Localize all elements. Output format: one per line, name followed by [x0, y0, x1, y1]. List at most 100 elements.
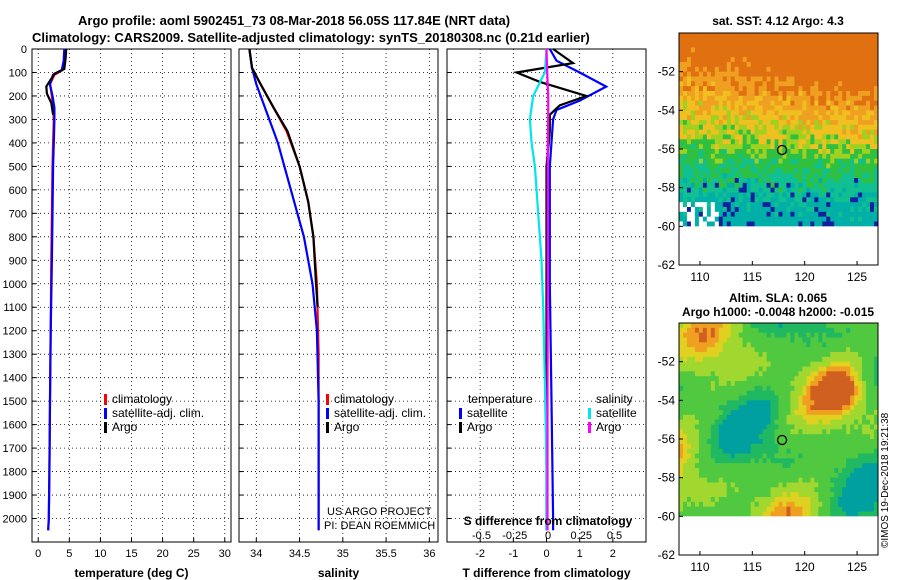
y-tick-label: 0: [21, 44, 27, 56]
argo-position-marker: [776, 144, 788, 156]
map-x-tick-label: 110: [690, 270, 709, 284]
map-y-tick-label: -54: [658, 393, 676, 407]
argo-position-marker: [776, 434, 788, 446]
sla-map-subtitle: Argo h1000: -0.0048 h2000: -0.015: [682, 305, 874, 319]
map-x-tick-label: 125: [847, 270, 867, 284]
x-tick-label: 25: [188, 548, 200, 560]
x-tick-label: 1: [577, 548, 583, 560]
map-y-tick-label: -62: [658, 548, 676, 562]
y-tick-label: 1200: [3, 326, 27, 338]
legend-swatch: [588, 408, 591, 419]
y-tick-label: 1900: [3, 490, 27, 502]
legend-swatch: [104, 408, 107, 419]
legend-label: satellite-adj. clim.: [112, 406, 204, 420]
sst-map-title: sat. SST: 4.12 Argo: 4.3: [712, 14, 844, 28]
map-y-tick-label: -58: [658, 181, 676, 195]
map-y-tick-label: -56: [658, 142, 676, 156]
y-tick-label: 300: [9, 114, 27, 126]
legend-swatch: [588, 422, 591, 433]
y-tick-label: 500: [9, 161, 27, 173]
sla-map: 110 115 120 125 -62 -60 -58 -56 -54 -52 Altim. SLA…: [658, 291, 879, 574]
x-tick-label: 34: [250, 548, 262, 560]
series-line-argo: [248, 48, 319, 308]
map-y-tick-label: -52: [658, 65, 676, 79]
y-tick-label: 600: [9, 185, 27, 197]
y-tick-label: 200: [9, 91, 27, 103]
map-y-tick-label: -62: [658, 258, 676, 272]
legend-title-salinity: salinity: [596, 392, 633, 406]
legend-swatch: [326, 408, 329, 419]
y-tick-label: 400: [9, 138, 27, 150]
x-tick-label: 20: [156, 548, 168, 560]
salinity-profile-chart: 34 34.5 35 35.5 36 salinity climatologysatelli…: [238, 48, 439, 580]
top-axis-tick-label: 0: [545, 530, 551, 542]
map-x-tick-label: 115: [743, 560, 762, 574]
project-note-line-2: PI: DEAN ROEMMICH: [324, 520, 436, 532]
map-x-tick-label: 115: [743, 270, 762, 284]
y-tick-label: 1100: [3, 302, 27, 314]
legend-label: Argo: [467, 420, 493, 434]
x-tick-label: 35: [337, 548, 349, 560]
legend-label: Argo: [334, 420, 360, 434]
x-axis-label: T difference from climatology: [462, 566, 630, 580]
x-tick-label: 5: [66, 548, 72, 560]
title-line-1: Argo profile: aoml 5902451_73 08-Mar-201…: [78, 13, 511, 28]
legend-label: satellite-adj. clim.: [334, 406, 426, 420]
y-tick-label: 700: [9, 208, 27, 220]
project-note-line-1: US ARGO PROJECT: [327, 506, 432, 518]
map-y-tick-label: -52: [658, 355, 676, 369]
series-line-s-satellite: [528, 48, 548, 531]
legend-title-temperature: temperature: [468, 392, 533, 406]
x-tick-label: 30: [219, 548, 231, 560]
y-tick-label: 2000: [3, 514, 27, 526]
no-data-region: [679, 516, 878, 555]
x-axis-label: salinity: [318, 566, 360, 580]
series-line-satellite-adj-clim-: [248, 48, 320, 531]
x-tick-label: 35.5: [375, 548, 396, 560]
legend-label: satellite: [467, 406, 508, 420]
y-tick-label: 1400: [3, 373, 27, 385]
map-y-tick-label: -60: [658, 509, 676, 523]
series-line-argo: [45, 48, 68, 115]
sst-map: 110 115 120 125 -62 -60 -58 -56 -54 -52 sat. SST: …: [658, 14, 879, 284]
top-axis-tick-label: 0.25: [571, 530, 592, 542]
map-x-tick-label: 125: [847, 560, 867, 574]
plot-frame: [238, 48, 439, 543]
series-line-t-satellite: [548, 48, 609, 531]
y-tick-label: 1700: [3, 443, 27, 455]
x-tick-label: 36: [423, 548, 435, 560]
y-tick-label: 1300: [3, 349, 27, 361]
map-y-tick-label: -54: [658, 103, 676, 117]
map-x-tick-label: 120: [795, 560, 815, 574]
imos-credit: ©IMOS 19-Dec-2018 19:21:38: [880, 412, 891, 548]
top-axis-label: S difference from climatology: [464, 514, 633, 528]
y-tick-label: 100: [9, 67, 27, 79]
difference-profile-chart: -2 -1 0 1 2 T difference from climatology S di…: [446, 48, 647, 580]
x-tick-label: 0: [543, 548, 549, 560]
legend-swatch: [326, 394, 329, 405]
legend-label: climatology: [112, 392, 172, 406]
x-axis-label: temperature (deg C): [74, 566, 188, 580]
y-tick-label: 900: [9, 255, 27, 267]
map-x-tick-label: 110: [690, 560, 709, 574]
y-tick-label: 800: [9, 232, 27, 244]
top-axis-tick-label: 0.5: [607, 530, 622, 542]
x-tick-label: 0: [35, 548, 41, 560]
legend-swatch: [459, 408, 462, 419]
x-tick-label: 34.5: [289, 548, 310, 560]
map-y-tick-label: -56: [658, 432, 676, 446]
y-tick-label: 1800: [3, 467, 27, 479]
no-data-region: [679, 226, 878, 265]
legend-swatch: [326, 422, 329, 433]
sla-map-title: Altim. SLA: 0.065: [729, 291, 827, 305]
legend-label: Argo: [112, 420, 138, 434]
y-tick-label: 1500: [3, 396, 27, 408]
x-tick-label: 10: [94, 548, 106, 560]
map-x-tick-label: 120: [795, 270, 815, 284]
legend-label: Argo: [596, 420, 622, 434]
legend-swatch: [104, 422, 107, 433]
plot-frame: [31, 48, 232, 543]
legend-label: satellite: [596, 406, 637, 420]
y-tick-label: 1000: [3, 279, 27, 291]
x-tick-label: 15: [125, 548, 137, 560]
